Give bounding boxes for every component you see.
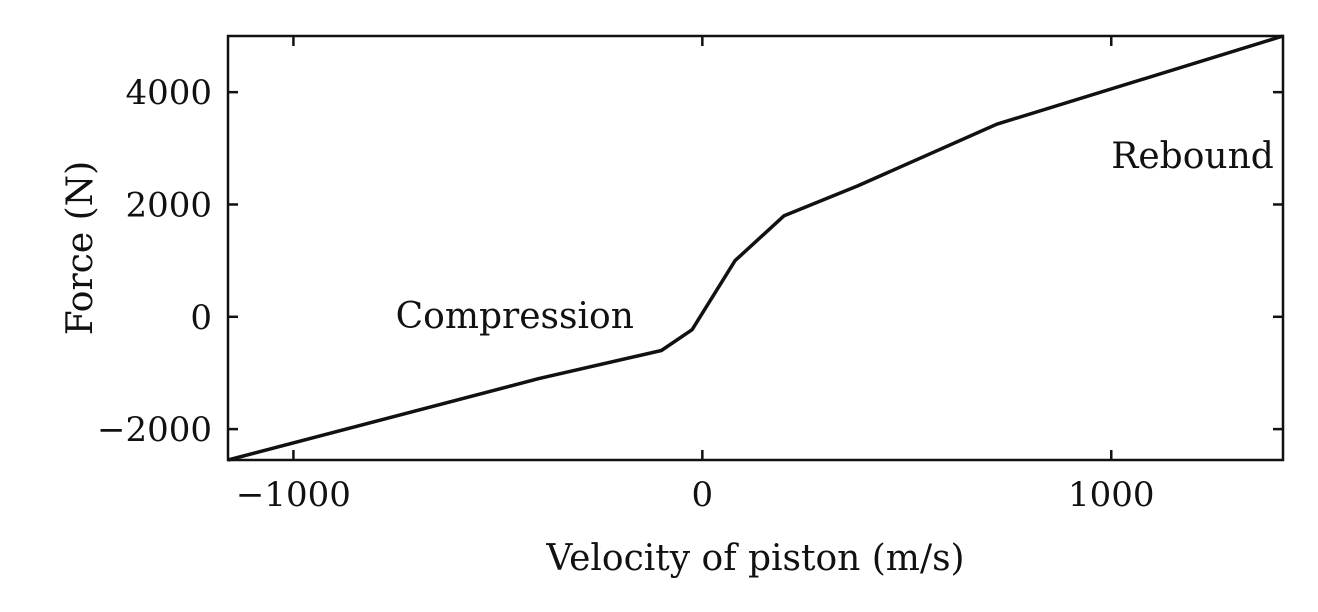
series-line (227, 34, 1284, 462)
ticks-group (228, 36, 1283, 460)
annotation-rebound: Rebound (1111, 136, 1274, 177)
y-tick-label: 0 (190, 298, 212, 338)
plot-frame (226, 34, 1285, 462)
x-axis-title: Velocity of piston (m/s) (545, 538, 964, 579)
x-tick-label: −1000 (236, 475, 351, 515)
x-tick-label: 1000 (1068, 475, 1155, 515)
tick-labels-group: −1000 0 1000 −2000 0 2000 4000 (97, 73, 1155, 515)
x-tick-label: 0 (692, 475, 714, 515)
y-tick-label: 4000 (125, 73, 212, 113)
y-tick-label: −2000 (97, 410, 212, 450)
annotation-compression: Compression (396, 296, 634, 337)
y-axis-title: Force (N) (60, 161, 101, 335)
y-tick-label: 2000 (125, 185, 212, 225)
